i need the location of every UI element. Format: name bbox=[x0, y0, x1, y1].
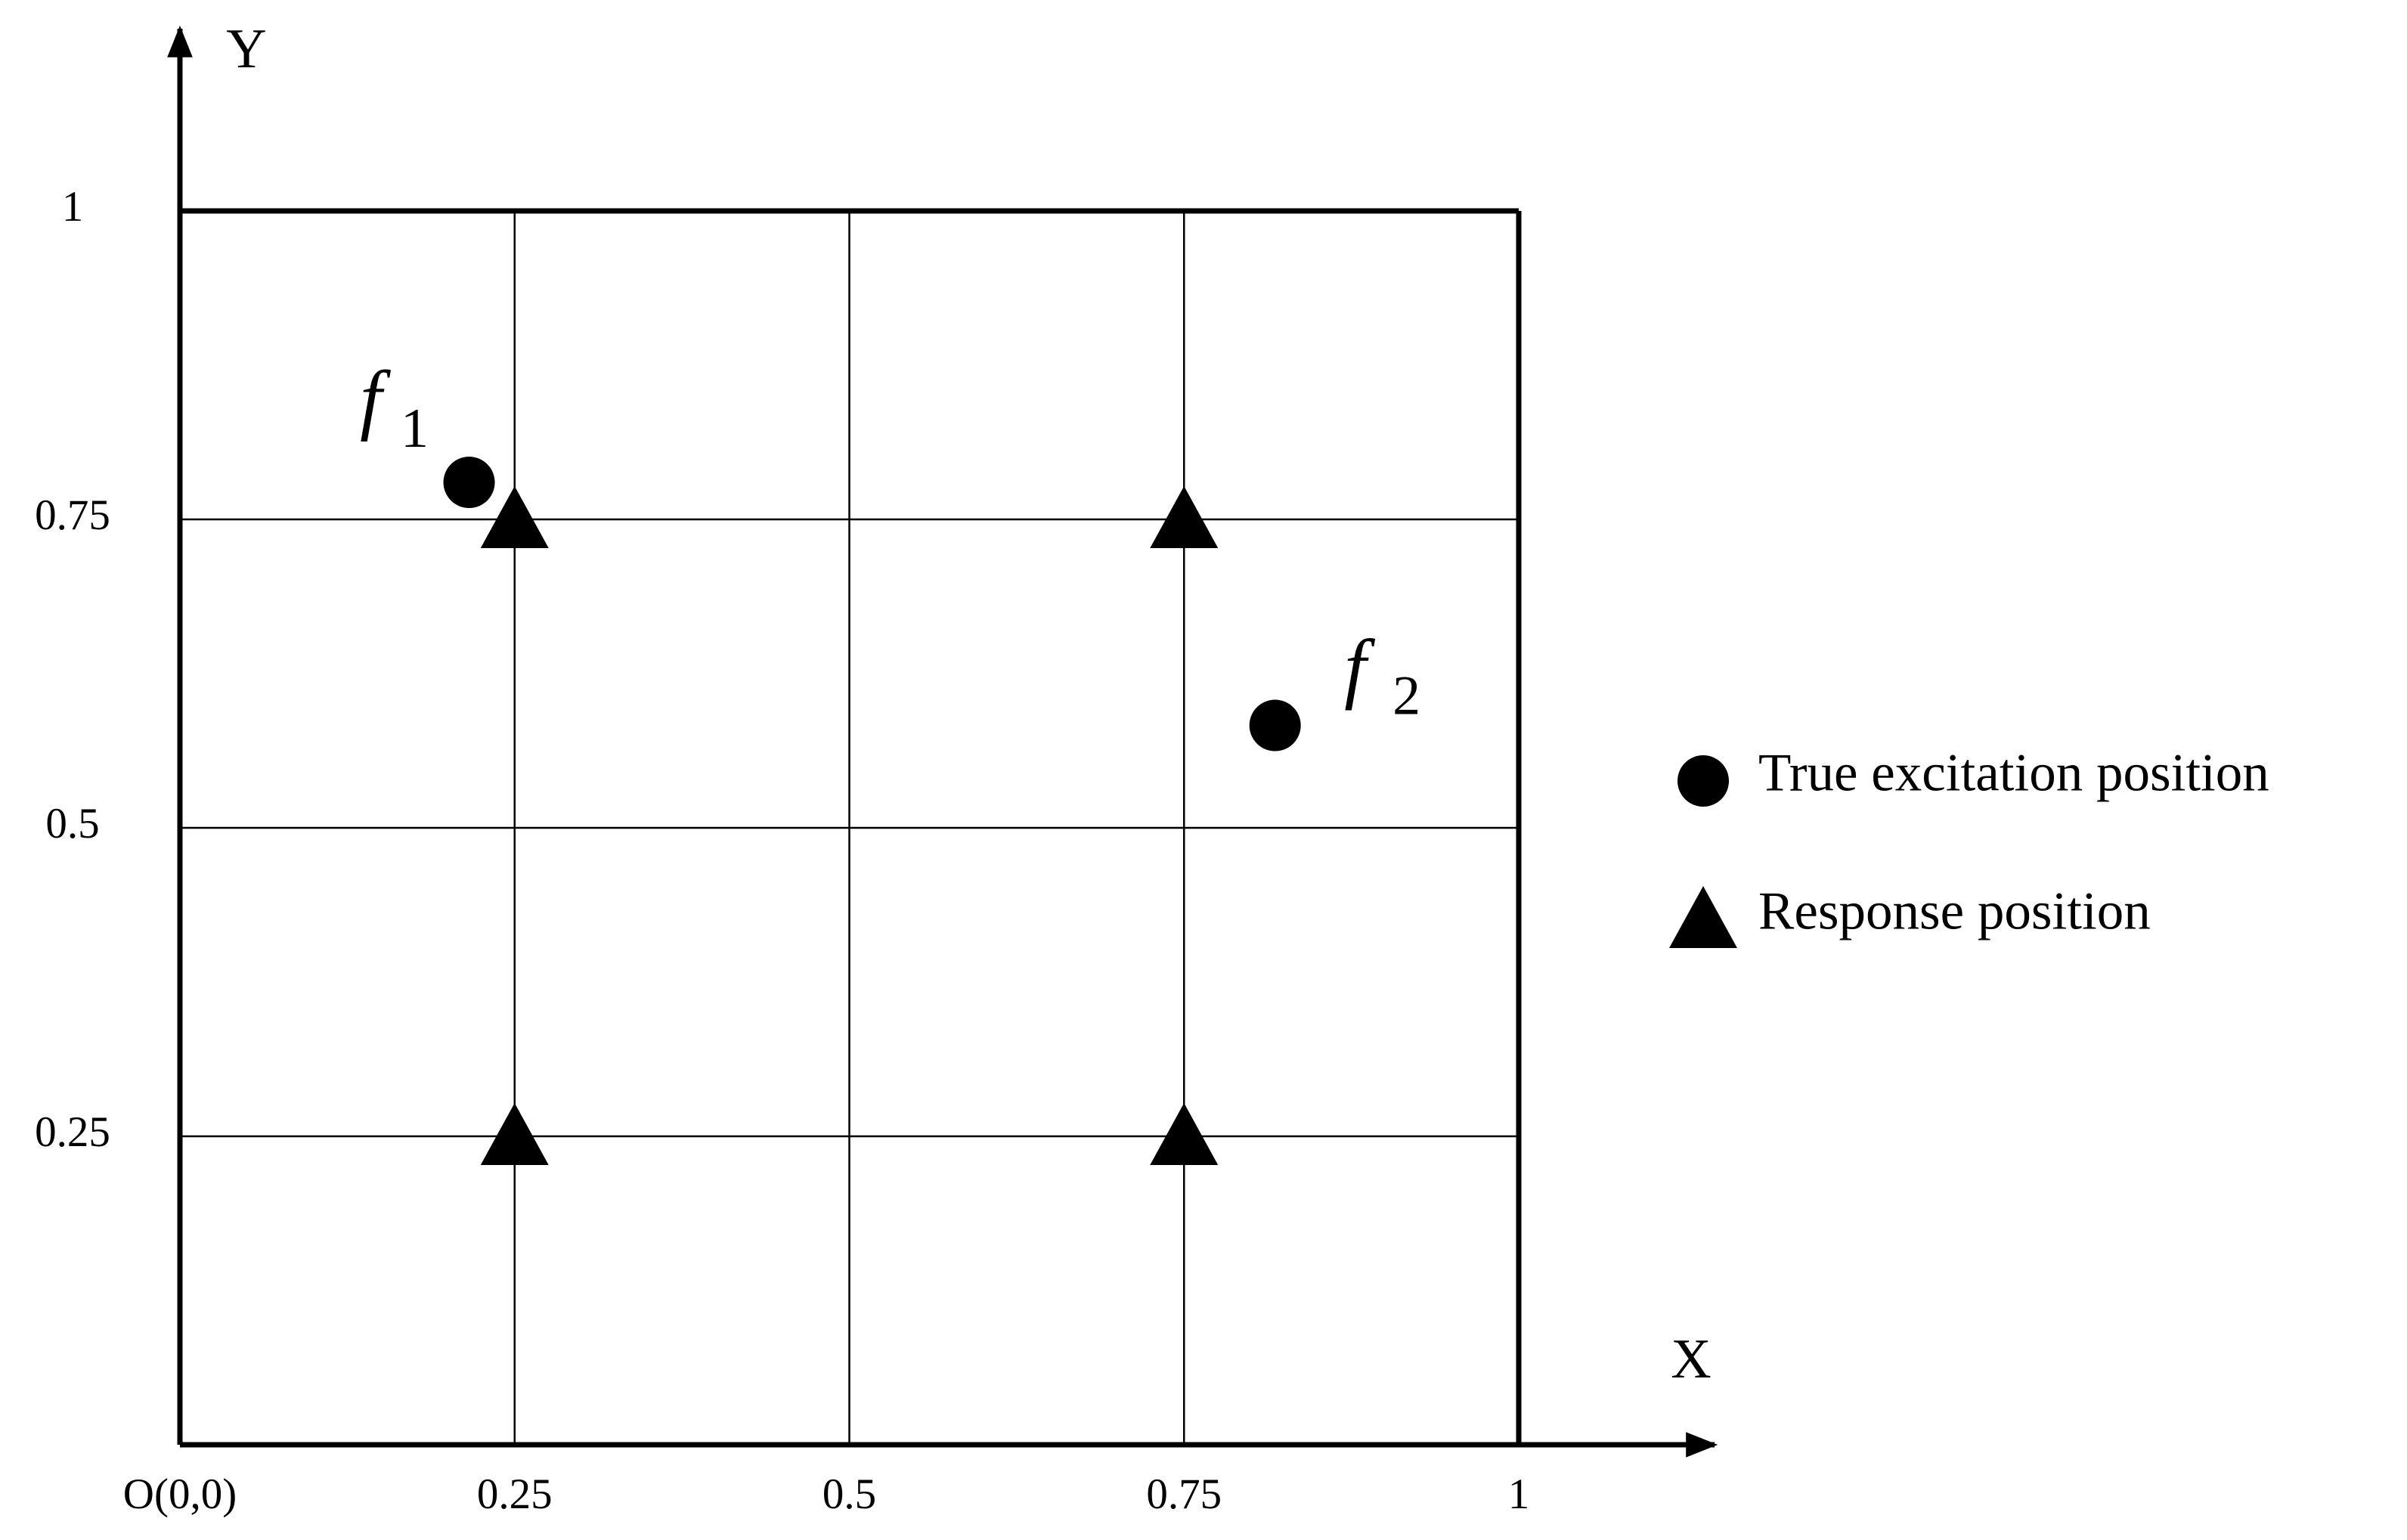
excitation-point bbox=[1249, 699, 1301, 751]
y-tick-label: 1 bbox=[62, 183, 84, 231]
x-tick-label: 1 bbox=[1508, 1470, 1530, 1518]
excitation-point bbox=[443, 457, 495, 509]
response-point bbox=[1150, 486, 1219, 548]
point-label: f bbox=[1344, 624, 1375, 711]
x-tick-label: 0.75 bbox=[1146, 1470, 1222, 1518]
y-tick-label: 0.5 bbox=[45, 800, 99, 847]
point-label-subscript: 1 bbox=[401, 398, 429, 460]
response-point bbox=[480, 1103, 549, 1165]
legend-label: Response position bbox=[1758, 882, 2151, 940]
y-axis-label: Y bbox=[226, 18, 266, 80]
x-axis-label: X bbox=[1671, 1328, 1711, 1390]
legend-label: True excitation position bbox=[1758, 743, 2269, 802]
legend-marker bbox=[1669, 886, 1737, 948]
y-tick-label: 0.75 bbox=[35, 491, 110, 539]
response-point bbox=[480, 486, 549, 548]
legend-marker bbox=[1677, 755, 1729, 807]
point-label: f bbox=[360, 355, 391, 442]
x-tick-label: 0.5 bbox=[822, 1470, 876, 1518]
y-tick-label: 0.25 bbox=[35, 1108, 110, 1156]
response-point bbox=[1150, 1103, 1219, 1165]
x-tick-label: 0.25 bbox=[477, 1470, 553, 1518]
x-tick-label: O(0,0) bbox=[123, 1470, 237, 1518]
point-label-subscript: 2 bbox=[1392, 665, 1420, 727]
